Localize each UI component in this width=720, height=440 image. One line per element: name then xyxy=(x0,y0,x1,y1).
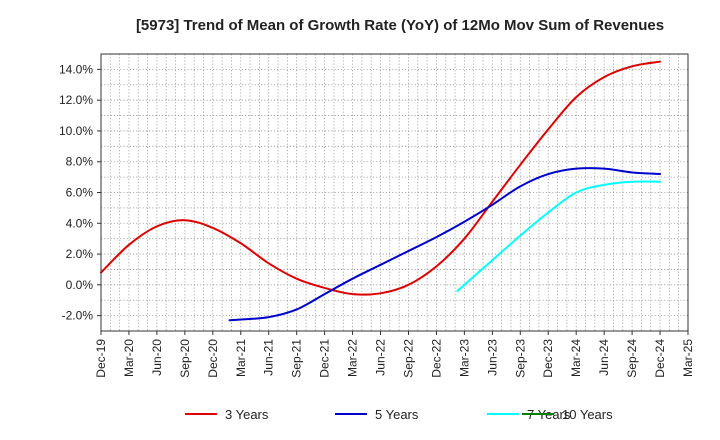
series-line-5-years xyxy=(228,167,662,322)
legend-label-10-years: 10 Years xyxy=(562,407,613,422)
y-tick-label: 4.0% xyxy=(66,216,94,230)
x-tick-label: Sep-24 xyxy=(625,339,639,378)
legend-label-5-years: 5 Years xyxy=(375,407,419,422)
x-tick-label: Jun-20 xyxy=(150,339,164,376)
x-tick-label: Dec-19 xyxy=(94,339,108,378)
x-tick-label: Jun-23 xyxy=(485,339,499,376)
series-layer xyxy=(100,60,662,322)
x-tick-label: Jun-24 xyxy=(597,339,611,376)
x-tick-label: Sep-20 xyxy=(178,339,192,378)
y-tick-label: 6.0% xyxy=(66,186,94,200)
plot-area xyxy=(101,54,688,331)
x-tick-label: Sep-21 xyxy=(290,339,304,378)
x-tick-label: Dec-20 xyxy=(206,339,220,378)
x-tick-label: Mar-24 xyxy=(569,339,583,377)
x-tick-label: Dec-21 xyxy=(318,339,332,378)
y-tick-label: 2.0% xyxy=(66,247,94,261)
y-tick-label: 10.0% xyxy=(59,124,93,138)
x-tick-label: Dec-22 xyxy=(429,339,443,378)
x-tick-label: Mar-20 xyxy=(122,339,136,377)
x-tick-label: Mar-23 xyxy=(457,339,471,377)
chart-title: [5973] Trend of Mean of Growth Rate (YoY… xyxy=(136,17,664,34)
x-tick-label: Sep-22 xyxy=(401,339,415,378)
y-tick-label: 0.0% xyxy=(66,278,94,292)
y-axis: -2.0% 0.0% 2.0% 4.0% 6.0% 8.0% 10.0% 12.0% 14.0% xyxy=(59,62,101,323)
y-tick-label: 8.0% xyxy=(66,155,94,169)
series-line-3-years xyxy=(100,60,662,296)
x-axis: Dec-19 Mar-20 Jun-20 Sep-20 Dec-20 Mar-21 Jun-… xyxy=(94,331,695,378)
y-tick-label: 12.0% xyxy=(59,93,93,107)
series-line-7-years xyxy=(456,180,662,292)
x-tick-label: Jun-22 xyxy=(374,339,388,376)
grid xyxy=(100,53,689,332)
x-tick-label: Dec-24 xyxy=(653,339,667,378)
y-tick-label: 14.0% xyxy=(59,62,93,76)
x-tick-label: Sep-23 xyxy=(513,339,527,378)
x-tick-label: Mar-22 xyxy=(346,339,360,377)
legend-label-3-years: 3 Years xyxy=(225,407,269,422)
x-tick-label: Mar-25 xyxy=(681,339,695,377)
y-tick-label: -2.0% xyxy=(62,309,94,323)
x-tick-label: Dec-23 xyxy=(541,339,555,378)
x-tick-label: Mar-21 xyxy=(234,339,248,377)
x-tick-label: Jun-21 xyxy=(262,339,276,376)
